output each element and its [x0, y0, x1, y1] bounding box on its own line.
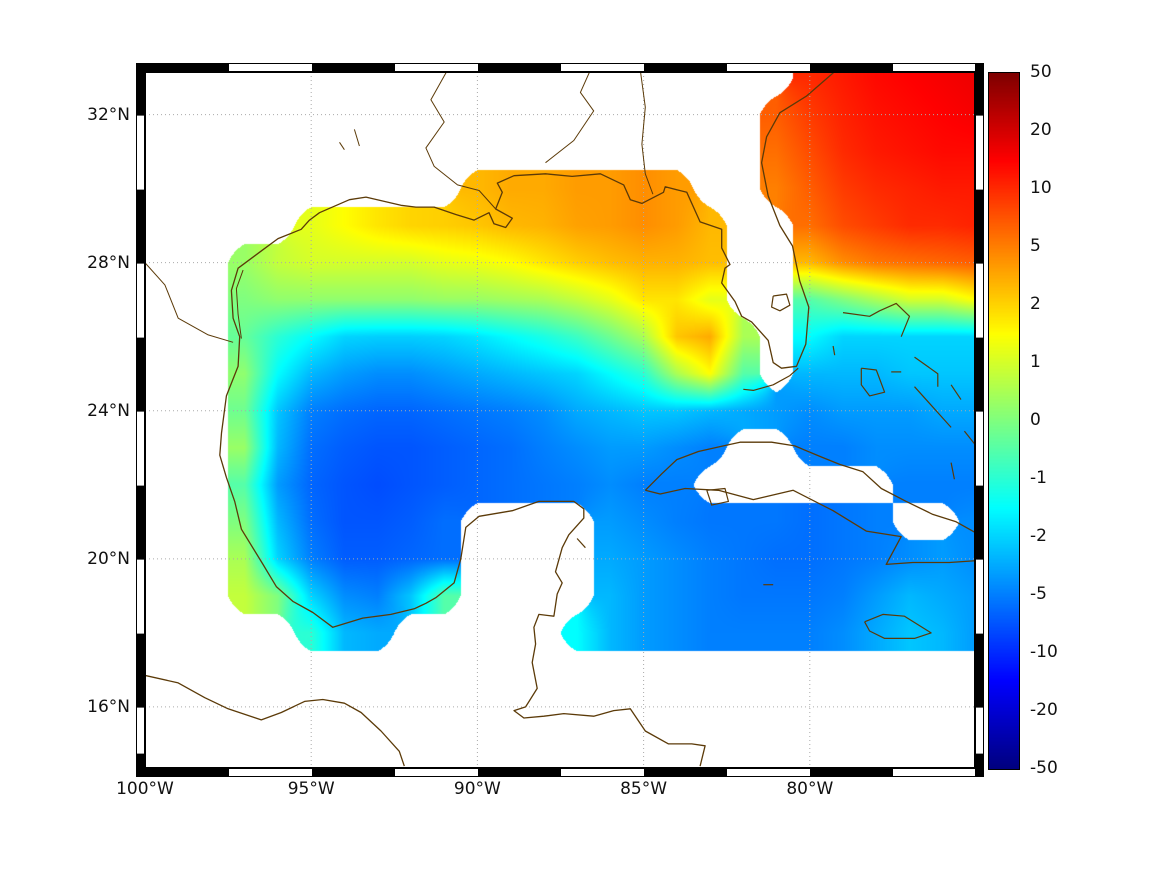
map-frame-bottom	[136, 768, 984, 777]
apalachicola-river-coastline	[640, 72, 654, 195]
frame-corner-br	[975, 768, 984, 777]
bahamas-andros-coastline	[860, 367, 886, 397]
y-tick-label-16°N: 16°N	[87, 696, 130, 717]
colorbar-tick-label-5: 5	[1030, 236, 1041, 256]
frame-corner-tr	[975, 63, 984, 72]
x-tick-label-80°W: 80°W	[786, 779, 834, 799]
bahamas-exuma-chain-coastline	[914, 386, 952, 428]
isla-de-la-juventud-coastline	[706, 487, 729, 506]
colorbar-tick-label-2: 2	[1030, 294, 1041, 314]
mainland-north-america-coastline	[219, 72, 836, 767]
sam-rayburn-lake-coastline	[339, 142, 345, 150]
jamaica-coastline	[864, 613, 932, 639]
colorbar-tick-label--5: -5	[1030, 584, 1047, 604]
pacific-coast-mexico-coastline	[145, 674, 405, 767]
bahamas-cat-island-coastline	[950, 384, 962, 400]
bahamas-long-island-coastline	[963, 430, 975, 446]
bahamas-bimini-coastline	[832, 345, 836, 356]
colorbar-tick-label--50: -50	[1030, 758, 1058, 778]
cozumel-coastline	[576, 538, 586, 549]
mississippi-river-coastline	[425, 72, 497, 210]
x-tick-label-90°W: 90°W	[453, 779, 501, 799]
colorbar-tick-label--1: -1	[1030, 468, 1047, 488]
toledo-bend-lake-coastline	[353, 129, 360, 147]
colorbar-tick-label-10: 10	[1030, 178, 1052, 198]
colorbar-tick-label-20: 20	[1030, 120, 1052, 140]
y-tick-label-24°N: 24°N	[87, 400, 130, 421]
bahamas-eleuthera-coastline	[914, 356, 939, 387]
heatmap-field-canvas	[145, 72, 975, 768]
colorbar-tick-label--2: -2	[1030, 526, 1047, 546]
frame-corner-bl	[136, 768, 145, 777]
colorbar-tick-label-1: 1	[1030, 352, 1041, 372]
x-tick-label-85°W: 85°W	[620, 779, 668, 799]
map-frame-left	[136, 63, 145, 777]
colorbar	[988, 72, 1020, 770]
colorbar-tick-label--20: -20	[1030, 700, 1058, 720]
texas-barrier-island-coastline	[235, 269, 244, 339]
bahamas-ragged-chain-coastline	[950, 462, 955, 480]
x-tick-label-100°W: 100°W	[116, 779, 174, 799]
colorbar-tick-label-0: 0	[1030, 410, 1041, 430]
coastlines-overlay	[145, 72, 975, 768]
y-tick-label-20°N: 20°N	[87, 548, 130, 569]
lake-okeechobee-coastline	[771, 293, 791, 312]
map-frame-right	[975, 63, 984, 777]
y-tick-label-32°N: 32°N	[87, 104, 130, 125]
alabama-river-coastline	[545, 72, 595, 164]
y-tick-label-28°N: 28°N	[87, 252, 130, 273]
bahamas-grand-bahama-abaco-coastline	[842, 302, 911, 337]
colorbar-tick-label--10: -10	[1030, 642, 1058, 662]
cuba-coastline	[644, 441, 975, 566]
colorbar-tick-label-50: 50	[1030, 62, 1052, 82]
florida-keys-coastline	[743, 367, 799, 391]
rio-grande-river-coastline	[145, 262, 234, 343]
x-tick-label-95°W: 95°W	[287, 779, 335, 799]
frame-corner-tl	[136, 63, 145, 72]
map-frame-top	[136, 63, 984, 72]
